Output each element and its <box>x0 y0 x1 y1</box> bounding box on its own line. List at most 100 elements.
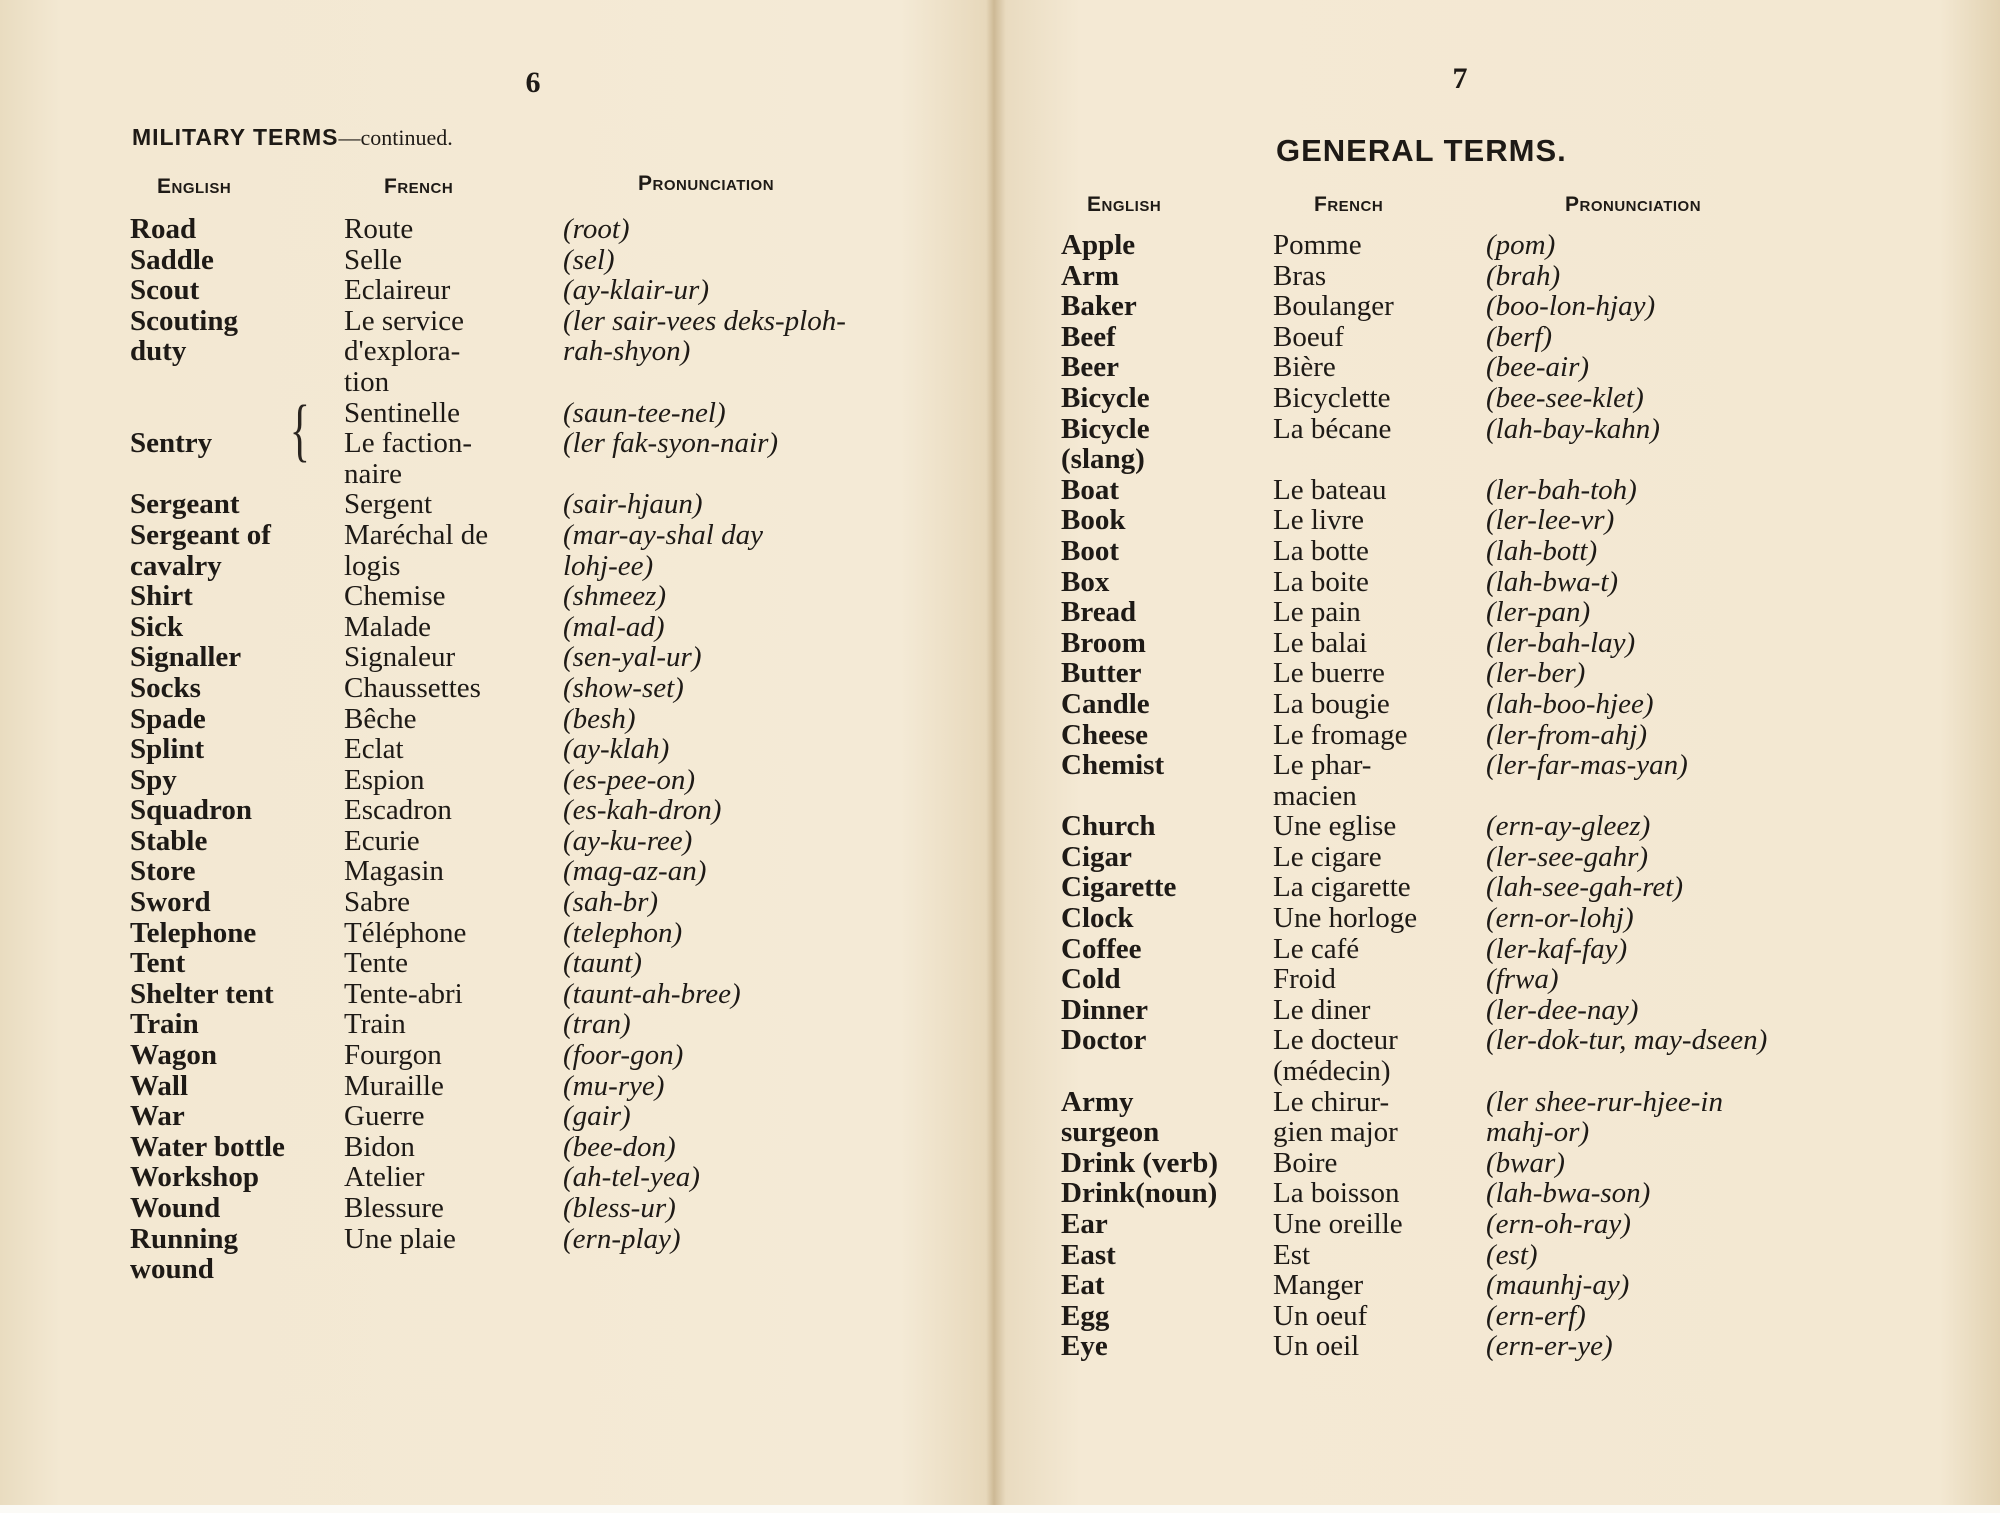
french-term: Train <box>344 1008 406 1041</box>
english-term: Arm <box>1061 259 1119 292</box>
pronunciation: (foor-gon) <box>563 1039 684 1072</box>
english-term: War <box>130 1100 185 1133</box>
french-term: Malade <box>344 610 431 643</box>
term-entry: Broom Le balai (ler-bah-lay) <box>1061 628 1986 659</box>
term-entry: Store Magasin (mag-az-an) <box>130 856 1083 887</box>
pronunciation: (mag-az-an) <box>563 855 707 888</box>
french-term: Boire <box>1273 1146 1338 1179</box>
pronunciation: (ern-oh-ray) <box>1486 1208 1631 1240</box>
english-term: Scouting duty <box>130 304 238 368</box>
english-term: Coffee <box>1061 932 1142 965</box>
pronunciation: (taunt) <box>563 947 642 980</box>
english-term: Cold <box>1061 963 1121 996</box>
term-entry: Wound Blessure (bless-ur) <box>130 1193 1083 1224</box>
french-term: Atelier <box>344 1161 425 1194</box>
english-term: Clock <box>1061 902 1134 935</box>
english-term: Tent <box>130 947 186 980</box>
pronunciation: (telephon) <box>563 916 683 949</box>
term-entry: Candle La bougie (lah-boo-hjee) <box>1061 689 1986 720</box>
term-entry: Wall Muraille (mu-rye) <box>130 1071 1083 1102</box>
french-term: Magasin <box>344 855 444 888</box>
pronunciation: (ler fak-syon-nair) <box>563 427 779 460</box>
french-term: Est <box>1273 1238 1311 1271</box>
column-header-pronunciation: Pronunciation <box>1565 193 1702 216</box>
term-entry: Cigarette La cigarette (lah-see-gah-ret) <box>1061 872 1986 903</box>
term-entry: Sentry Le faction- naire (ler fak-syon-nai… <box>130 428 1083 489</box>
english-term: Beer <box>1061 351 1119 384</box>
french-term: Sentinelle <box>344 396 460 429</box>
french-term: Pomme <box>1273 229 1362 261</box>
pronunciation: (ler-bah-lay) <box>1486 626 1636 659</box>
term-entry: Saddle Selle (sel) <box>130 243 1083 276</box>
english-term: Shirt <box>130 580 193 613</box>
term-entry: Running wound Une plaie (ern-play) <box>130 1222 1083 1285</box>
english-term: Squadron <box>130 794 252 827</box>
french-term: Bêche <box>344 702 417 735</box>
term-list: Road Route (root) Saddle Selle (sel) Scout Ecla… <box>130 214 1083 1285</box>
pronunciation: (boo-lon-hjay) <box>1486 290 1656 323</box>
french-term: Selle <box>344 243 402 276</box>
term-entry: Scouting duty Le service d'explora- tion (… <box>130 306 1083 398</box>
term-entry: Water bottle Bidon (bee-don) <box>130 1132 1083 1163</box>
page-number: 7 <box>1452 62 1468 95</box>
english-term: Drink (verb) <box>1061 1146 1219 1179</box>
french-term: Manger <box>1273 1269 1364 1302</box>
english-term: Spy <box>130 763 177 796</box>
term-entry: Train Train (tran) <box>130 1009 1083 1040</box>
pronunciation: (ler-ber) <box>1486 657 1586 690</box>
pronunciation: (ler-pan) <box>1486 596 1591 629</box>
page-6: 6 MILITARY TERMS—continued. English Fren… <box>0 0 995 1505</box>
english-term: Sick <box>130 610 184 643</box>
term-entry: Scout Eclaireur (ay-klair-ur) <box>130 275 1083 306</box>
french-term: Bière <box>1273 351 1336 384</box>
term-entry: Army surgeon Le chirur- gien major (ler sh… <box>1061 1086 1986 1148</box>
pronunciation: (ern-er-ye) <box>1486 1330 1613 1363</box>
english-term: Apple <box>1061 229 1136 261</box>
pronunciation: (ler-kaf-fay) <box>1486 932 1628 965</box>
term-list: Apple Pomme (pom) Arm Bras (brah) Baker Boulang… <box>1061 230 1986 1362</box>
term-entry: Bicycle (slang) La bécane (lah-bay-kahn) <box>1061 412 1986 476</box>
english-term: Signaller <box>130 641 242 674</box>
term-entry: Dinner Le diner (ler-dee-nay) <box>1061 995 1986 1026</box>
section-heading: GENERAL TERMS. <box>1276 133 1567 168</box>
term-entry: Apple Pomme (pom) <box>1061 230 1986 261</box>
french-term: Le café <box>1273 932 1360 965</box>
english-term: Wall <box>130 1069 189 1102</box>
term-entry: Boat Le bateau (ler-bah-toh) <box>1061 475 1986 506</box>
english-term: Water bottle <box>130 1130 285 1163</box>
english-term: Wagon <box>130 1039 218 1072</box>
french-term: Une plaie <box>344 1222 456 1255</box>
pronunciation: (sah-br) <box>563 886 659 919</box>
term-entry: Cheese Le fromage (ler-from-ahj) <box>1061 719 1986 751</box>
french-term: Froid <box>1273 963 1336 996</box>
english-term: Wound <box>130 1192 221 1224</box>
term-entry: Doctor Le docteur (médecin) (ler-dok-tur, … <box>1061 1025 1986 1086</box>
french-term: Guerre <box>344 1100 425 1133</box>
term-entry: Drink (verb) Boire (bwar) <box>1061 1148 1986 1179</box>
pronunciation: (shmeez) <box>563 580 667 613</box>
column-header-english: English <box>1087 193 1162 216</box>
english-term: Baker <box>1061 290 1137 323</box>
english-term: Sentry <box>130 427 213 460</box>
english-term: Dinner <box>1061 993 1148 1026</box>
english-term: Workshop <box>130 1161 259 1194</box>
pronunciation: (lah-bwa-t) <box>1486 565 1619 598</box>
english-term: Shelter tent <box>130 977 274 1010</box>
english-term: Bicycle (slang) <box>1061 412 1150 476</box>
french-term: Tente <box>344 947 408 980</box>
pronunciation: (show-set) <box>563 671 684 704</box>
term-entry: Butter Le buerre (ler-ber) <box>1061 658 1986 689</box>
term-entry: Ear Une oreille (ern-oh-ray) <box>1061 1209 1986 1240</box>
english-term: Boot <box>1061 534 1119 567</box>
english-term: Store <box>130 855 196 888</box>
english-term: Train <box>130 1008 199 1041</box>
column-header-french: French <box>1314 193 1384 216</box>
section-heading: MILITARY TERMS—continued. <box>132 124 453 151</box>
term-entry: Shirt Chemise (shmeez) <box>130 581 1083 612</box>
french-term: Le docteur (médecin) <box>1273 1024 1398 1088</box>
term-entry: Sergeant Sergent (sair-hjaun) <box>130 489 1083 520</box>
pronunciation: (ler-bah-toh) <box>1486 473 1637 506</box>
french-term: Bicyclette <box>1273 381 1391 414</box>
pronunciation: (lah-bott) <box>1486 534 1598 567</box>
